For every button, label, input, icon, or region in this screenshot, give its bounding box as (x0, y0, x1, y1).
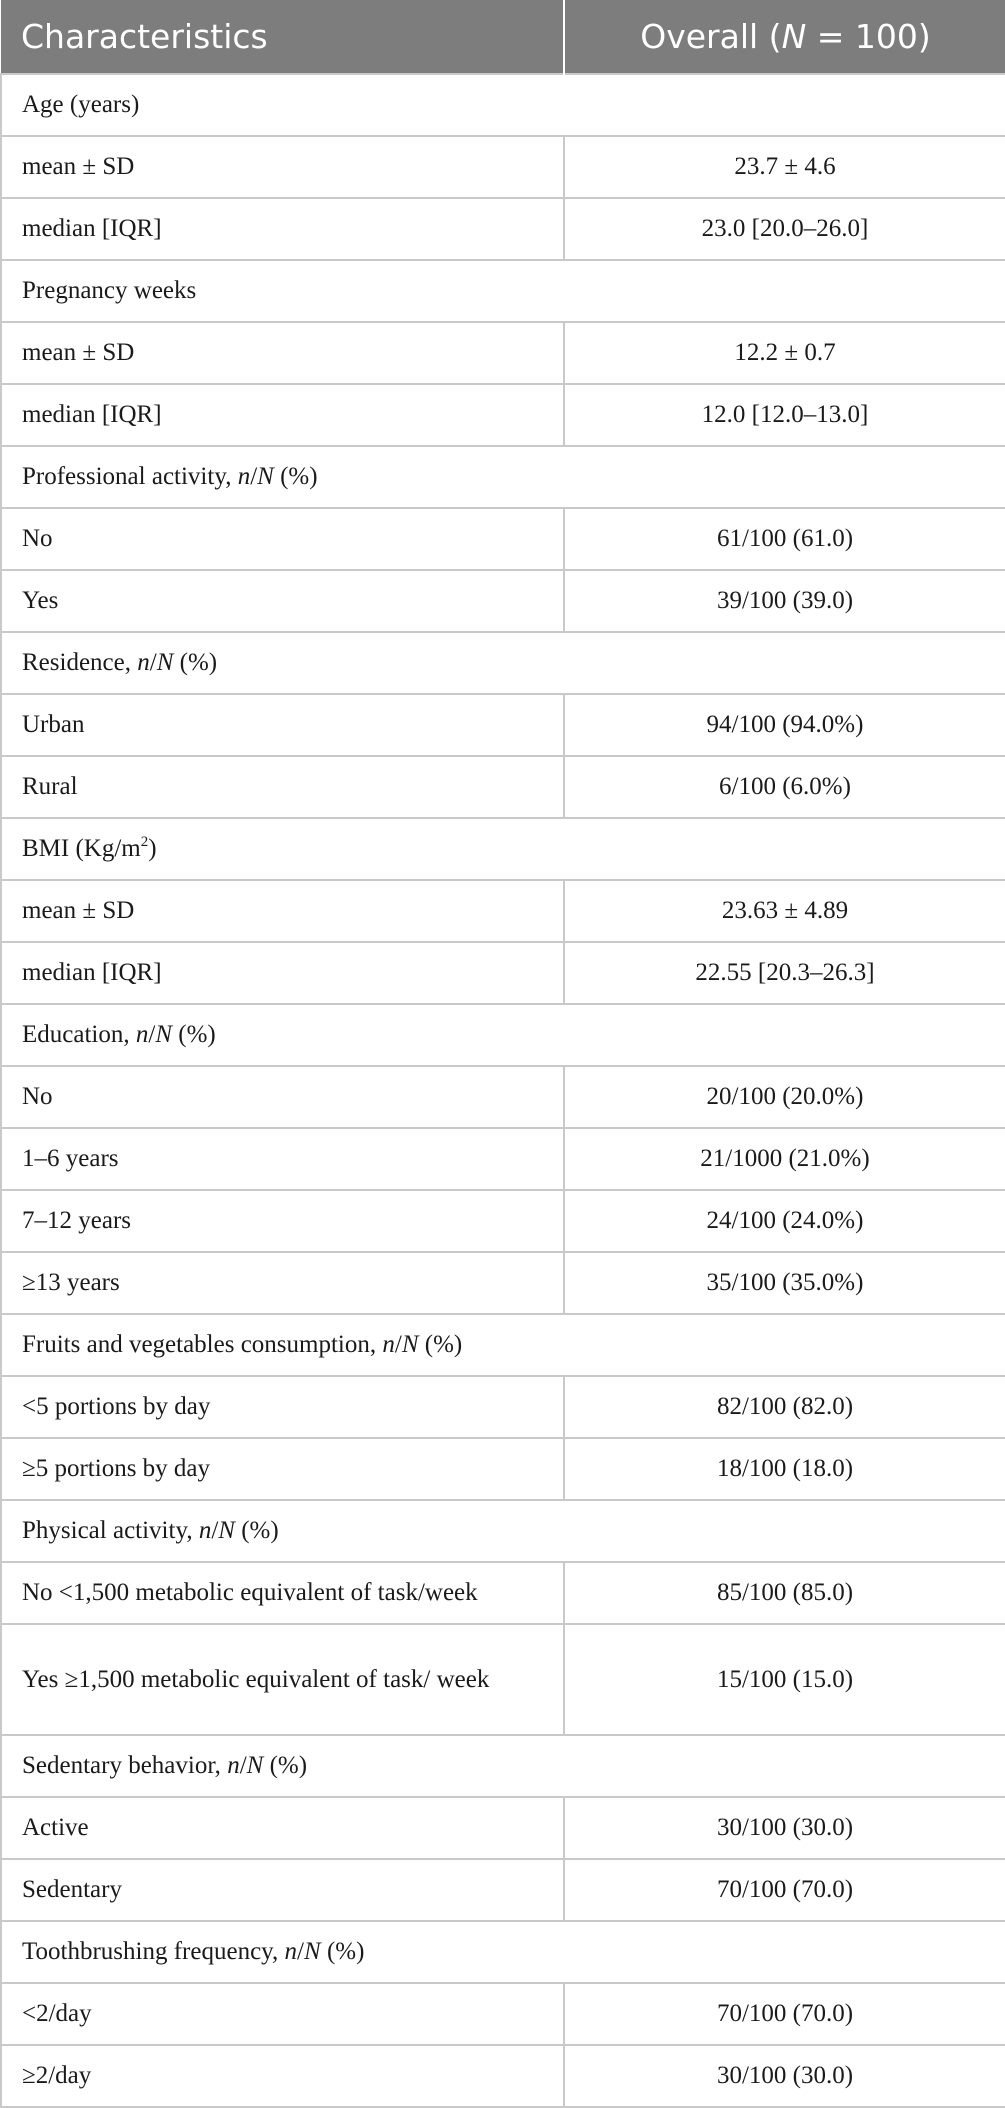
row-label: mean ± SD (0, 135, 565, 199)
category-row-education: Education, n/N (%) (0, 1003, 1005, 1067)
row-value: 24/100 (24.0%) (563, 1189, 1005, 1253)
category-label: Education, n/N (%) (0, 1003, 1005, 1067)
table-row: ≥2/day 30/100 (30.0) (0, 2044, 1005, 2108)
category-row-physical: Physical activity, n/N (%) (0, 1499, 1005, 1563)
row-label: median [IQR] (0, 197, 565, 261)
table-row: 1–6 years 21/1000 (21.0%) (0, 1127, 1005, 1191)
category-row-residence: Residence, n/N (%) (0, 631, 1005, 695)
row-value: 22.55 [20.3–26.3] (563, 941, 1005, 1005)
table-row: Active 30/100 (30.0) (0, 1796, 1005, 1860)
category-row-pregnancy: Pregnancy weeks (0, 259, 1005, 323)
row-value: 12.2 ± 0.7 (563, 321, 1005, 385)
category-label: Pregnancy weeks (0, 259, 1005, 323)
table-row: ≥5 portions by day 18/100 (18.0) (0, 1437, 1005, 1501)
table-row: Sedentary 70/100 (70.0) (0, 1858, 1005, 1922)
row-value: 23.7 ± 4.6 (563, 135, 1005, 199)
row-value: 39/100 (39.0) (563, 569, 1005, 633)
row-value: 30/100 (30.0) (563, 2044, 1005, 2108)
row-value: 30/100 (30.0) (563, 1796, 1005, 1860)
row-label: mean ± SD (0, 321, 565, 385)
row-value: 20/100 (20.0%) (563, 1065, 1005, 1129)
category-label: Toothbrushing frequency, n/N (%) (0, 1920, 1005, 1984)
row-value: 85/100 (85.0) (563, 1561, 1005, 1625)
table-row: Yes ≥1,500 metabolic equivalent of task/… (0, 1623, 1005, 1736)
row-label: median [IQR] (0, 941, 565, 1005)
row-value: 23.0 [20.0–26.0] (563, 197, 1005, 261)
row-label: 7–12 years (0, 1189, 565, 1253)
table-row: mean ± SD 23.63 ± 4.89 (0, 879, 1005, 943)
category-row-professional: Professional activity, n/N (%) (0, 445, 1005, 509)
row-label: 1–6 years (0, 1127, 565, 1191)
row-label: No <1,500 metabolic equivalent of task/w… (0, 1561, 565, 1625)
category-row-sedentary: Sedentary behavior, n/N (%) (0, 1734, 1005, 1798)
row-label: Yes ≥1,500 metabolic equivalent of task/… (0, 1623, 565, 1736)
category-label: BMI (Kg/m2) (0, 817, 1005, 881)
category-label: Age (years) (0, 73, 1005, 137)
row-value: 21/1000 (21.0%) (563, 1127, 1005, 1191)
table-header-row: Characteristics Overall (N = 100) (1, 0, 1005, 74)
table-row: No 20/100 (20.0%) (0, 1065, 1005, 1129)
row-value: 61/100 (61.0) (563, 507, 1005, 571)
row-value: 82/100 (82.0) (563, 1375, 1005, 1439)
table-row: ≥13 years 35/100 (35.0%) (0, 1251, 1005, 1315)
category-label: Professional activity, n/N (%) (0, 445, 1005, 509)
row-label: No (0, 1065, 565, 1129)
row-value: 23.63 ± 4.89 (563, 879, 1005, 943)
table-row: median [IQR] 12.0 [12.0–13.0] (0, 383, 1005, 447)
table-row: No <1,500 metabolic equivalent of task/w… (0, 1561, 1005, 1625)
row-label: ≥5 portions by day (0, 1437, 565, 1501)
row-value: 18/100 (18.0) (563, 1437, 1005, 1501)
table-row: Yes 39/100 (39.0) (0, 569, 1005, 633)
table-row: 7–12 years 24/100 (24.0%) (0, 1189, 1005, 1253)
table-row: No 61/100 (61.0) (0, 507, 1005, 571)
table-row: mean ± SD 23.7 ± 4.6 (0, 135, 1005, 199)
row-label: Rural (0, 755, 565, 819)
table-row: mean ± SD 12.2 ± 0.7 (0, 321, 1005, 385)
row-label: <2/day (0, 1982, 565, 2046)
row-label: ≥13 years (0, 1251, 565, 1315)
row-value: 6/100 (6.0%) (563, 755, 1005, 819)
row-value: 35/100 (35.0%) (563, 1251, 1005, 1315)
header-characteristics: Characteristics (1, 0, 565, 74)
row-value: 12.0 [12.0–13.0] (563, 383, 1005, 447)
row-label: ≥2/day (0, 2044, 565, 2108)
row-label: Active (0, 1796, 565, 1860)
category-row-toothbrushing: Toothbrushing frequency, n/N (%) (0, 1920, 1005, 1984)
category-label: Residence, n/N (%) (0, 631, 1005, 695)
category-row-bmi: BMI (Kg/m2) (0, 817, 1005, 881)
table-row: Rural 6/100 (6.0%) (0, 755, 1005, 819)
table-row: <2/day 70/100 (70.0) (0, 1982, 1005, 2046)
row-value: 70/100 (70.0) (563, 1858, 1005, 1922)
table-row: Urban 94/100 (94.0%) (0, 693, 1005, 757)
row-label: No (0, 507, 565, 571)
row-label: Yes (0, 569, 565, 633)
header-overall: Overall (N = 100) (564, 0, 1005, 74)
category-label: Physical activity, n/N (%) (0, 1499, 1005, 1563)
row-label: Urban (0, 693, 565, 757)
row-label: <5 portions by day (0, 1375, 565, 1439)
category-row-age: Age (years) (0, 73, 1005, 137)
row-value: 15/100 (15.0) (563, 1623, 1005, 1736)
row-value: 94/100 (94.0%) (563, 693, 1005, 757)
table-row: median [IQR] 23.0 [20.0–26.0] (0, 197, 1005, 261)
row-label: median [IQR] (0, 383, 565, 447)
table-row: <5 portions by day 82/100 (82.0) (0, 1375, 1005, 1439)
row-value: 70/100 (70.0) (563, 1982, 1005, 2046)
category-label: Sedentary behavior, n/N (%) (0, 1734, 1005, 1798)
row-label: Sedentary (0, 1858, 565, 1922)
row-label: mean ± SD (0, 879, 565, 943)
table-row: median [IQR] 22.55 [20.3–26.3] (0, 941, 1005, 1005)
category-label: Fruits and vegetables consumption, n/N (… (0, 1313, 1005, 1377)
category-row-fruits: Fruits and vegetables consumption, n/N (… (0, 1313, 1005, 1377)
